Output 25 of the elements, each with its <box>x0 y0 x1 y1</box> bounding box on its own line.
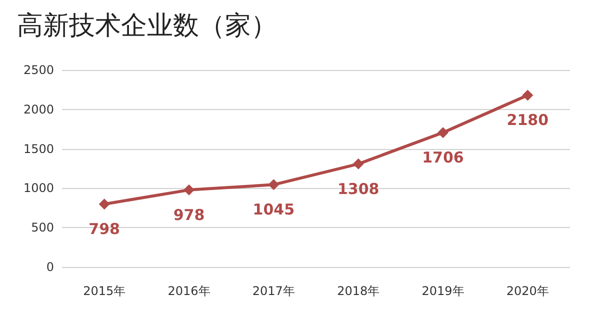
point <box>438 127 448 138</box>
data-label: 978 <box>173 206 205 224</box>
point <box>98 198 110 210</box>
point <box>522 90 534 101</box>
point <box>352 158 364 170</box>
chart-title: 高新技术企业数（家） <box>17 11 277 41</box>
x-tick-label: 2020年 <box>506 284 549 298</box>
x-tick-label: 2016年 <box>168 284 210 298</box>
x-tick-label: 2017年 <box>252 284 295 298</box>
data-label: 2180 <box>506 111 549 130</box>
point <box>268 179 280 190</box>
data-label: 1308 <box>337 180 380 198</box>
y-tick-label: 500 <box>31 220 54 235</box>
y-tick-label: 2000 <box>23 102 54 116</box>
y-tick-label: 2500 <box>23 63 54 77</box>
data-label: 798 <box>88 220 120 238</box>
point <box>184 184 194 196</box>
data-label: 1706 <box>422 148 464 167</box>
y-tick-label: 1000 <box>23 181 54 196</box>
x-tick-label: 2019年 <box>422 284 464 298</box>
y-tick-label: 0 <box>46 260 54 274</box>
x-tick-label: 2018年 <box>337 284 380 298</box>
data-label: 1045 <box>252 200 295 219</box>
x-tick-label: 2015年 <box>83 284 126 298</box>
y-tick-label: 1500 <box>23 142 54 156</box>
